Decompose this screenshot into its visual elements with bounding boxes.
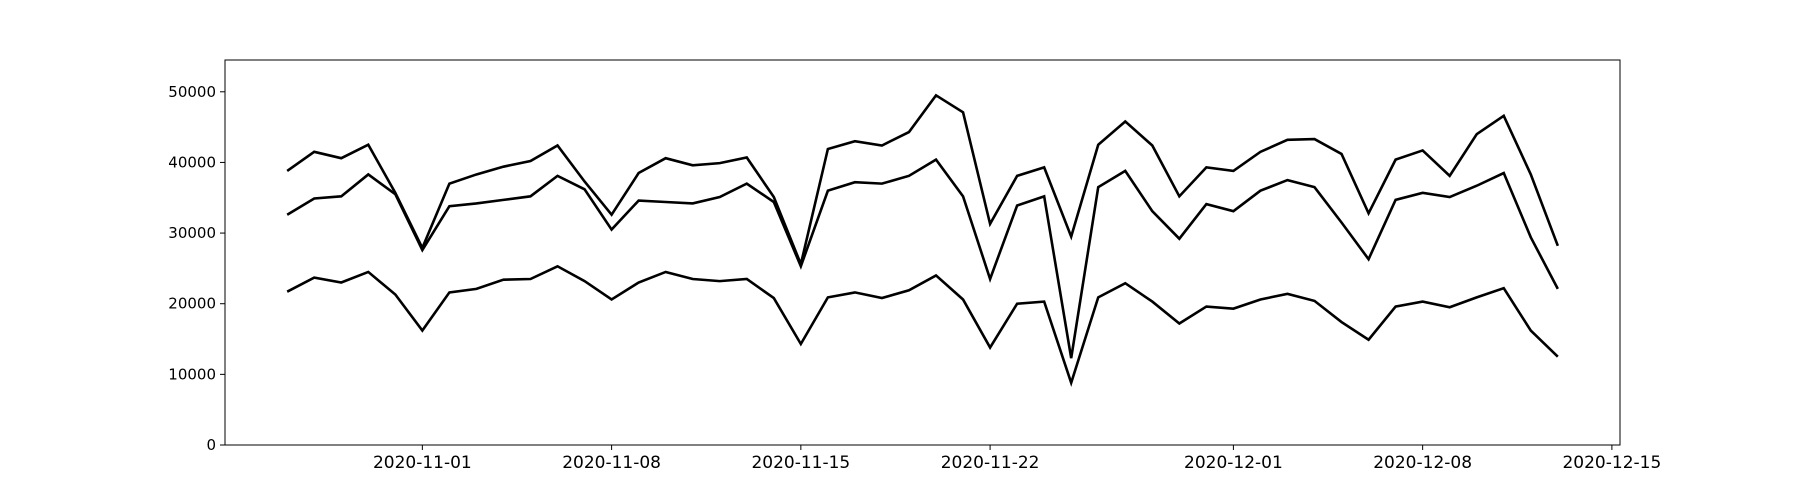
x-tick-label: 2020-11-01 <box>373 453 472 473</box>
x-tick-label: 2020-11-15 <box>751 453 850 473</box>
series-line <box>286 157 1559 359</box>
y-tick-label: 40000 <box>168 153 216 171</box>
y-tick-label: 50000 <box>168 83 216 101</box>
y-tick-label: 20000 <box>168 295 216 313</box>
series-line <box>286 93 1560 269</box>
y-tick-label: 10000 <box>168 365 216 383</box>
x-tick-label: 2020-11-08 <box>562 453 661 473</box>
x-tick-label: 2020-11-22 <box>941 453 1040 473</box>
y-tick-label: 30000 <box>168 224 216 242</box>
x-tick-label: 2020-12-08 <box>1373 453 1472 473</box>
x-tick-label: 2020-12-01 <box>1184 453 1283 473</box>
plot-frame <box>224 59 1621 446</box>
series-line <box>286 264 1559 388</box>
x-tick-label: 2020-12-15 <box>1562 453 1661 473</box>
y-tick-label: 0 <box>206 436 216 454</box>
